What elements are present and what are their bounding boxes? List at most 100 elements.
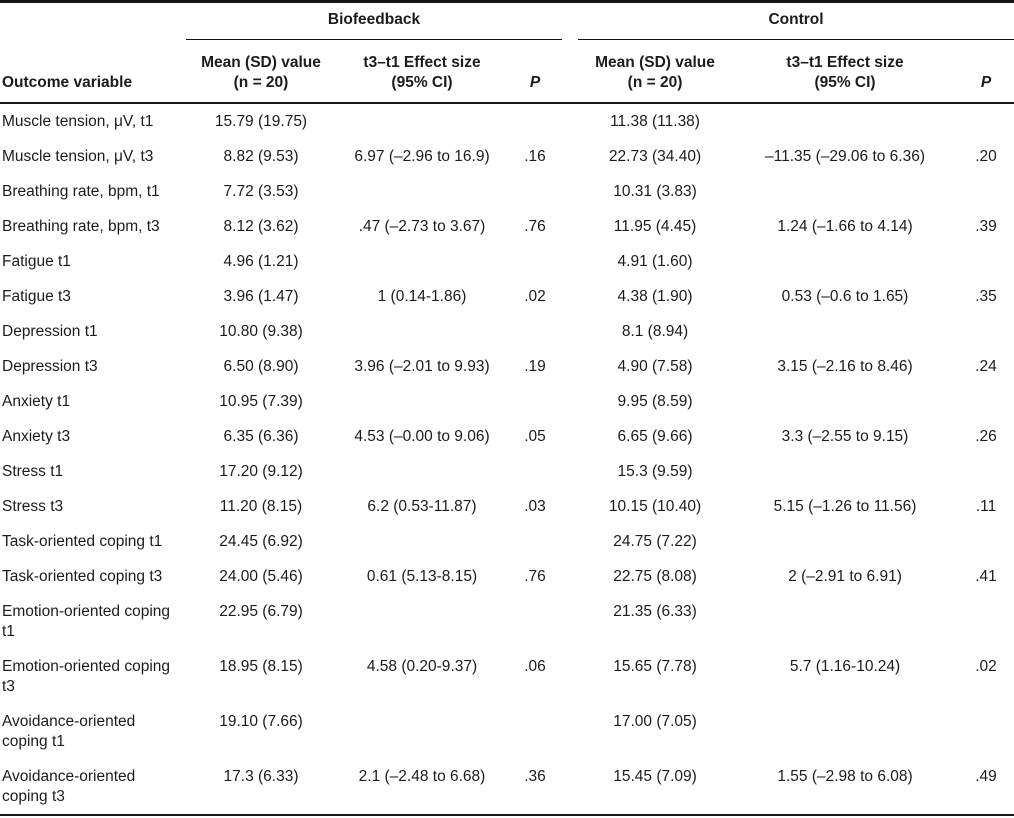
bf-p-header: P xyxy=(508,39,563,104)
group-gap-header xyxy=(562,2,578,40)
bf-mean-header-line2: (n = 20) xyxy=(233,74,289,91)
group-gap-cell xyxy=(562,103,578,139)
bf-effect-header-line1: t3–t1 Effect size xyxy=(363,54,481,71)
bf-mean-header: Mean (SD) value (n = 20) xyxy=(186,39,336,104)
control-mean-header: Mean (SD) value (n = 20) xyxy=(578,39,733,104)
biofeedback-p-value-cell xyxy=(508,594,562,649)
control-effect-header-line1: t3–t1 Effect size xyxy=(786,54,904,71)
group-header-control: Control xyxy=(578,1,1014,40)
table-row: Emotion-oriented coping t1 22.95 (6.79) 21… xyxy=(0,594,1014,649)
biofeedback-effect-size-cell: .47 (–2.73 to 3.67) xyxy=(358,218,486,235)
control-p-value-cell: .35 xyxy=(975,288,997,305)
control-p-value-cell xyxy=(958,524,1014,559)
group-gap-cell xyxy=(562,139,578,174)
control-effect-size-cell: 2 (–2.91 to 6.91) xyxy=(788,568,902,585)
control-effect-size-cell: 0.53 (–0.6 to 1.65) xyxy=(781,288,909,305)
group-gap-cell xyxy=(562,524,578,559)
control-p-value-cell: .24 xyxy=(975,358,997,375)
bf-effect-header: t3–t1 Effect size (95% CI) xyxy=(336,39,508,104)
outcome-cell: Stress t3 xyxy=(2,498,64,515)
biofeedback-effect-size-cell: 0.61 (5.13-8.15) xyxy=(366,568,478,585)
biofeedback-p-value-cell: .36 xyxy=(524,768,546,785)
control-effect-size-cell xyxy=(732,454,958,489)
biofeedback-p-value-cell xyxy=(508,244,562,279)
control-mean-cell: 11.95 (4.45) xyxy=(613,218,697,235)
control-effect-header-line2: (95% CI) xyxy=(814,74,876,91)
group-gap-cell xyxy=(562,244,578,279)
control-mean-cell: 11.38 (11.38) xyxy=(610,113,700,130)
biofeedback-effect-size-cell: 3.96 (–2.01 to 9.93) xyxy=(354,358,490,375)
table-row: Depression t1 10.80 (9.38) 8.1 (8.94) xyxy=(0,314,1014,349)
control-p-value-cell xyxy=(958,594,1014,649)
control-p-value-cell: .02 xyxy=(975,658,997,675)
biofeedback-mean-cell: 15.79 (19.75) xyxy=(214,113,308,130)
control-p-value-cell xyxy=(958,384,1014,419)
biofeedback-mean-cell: 18.95 (8.15) xyxy=(219,658,303,675)
biofeedback-effect-size-cell: 4.58 (0.20-9.37) xyxy=(366,658,478,675)
biofeedback-mean-cell: 3.96 (1.47) xyxy=(223,288,299,305)
biofeedback-mean-cell: 10.80 (9.38) xyxy=(219,323,303,340)
outcome-cell: Muscle tension, μV, t1 xyxy=(2,113,154,130)
outcome-cell: Breathing rate, bpm, t1 xyxy=(2,183,160,200)
biofeedback-effect-size-cell xyxy=(336,384,508,419)
control-effect-size-cell: 5.7 (1.16-10.24) xyxy=(789,658,901,675)
control-p-value-cell: .39 xyxy=(975,218,997,235)
bf-effect-header-line2: (95% CI) xyxy=(391,74,453,91)
control-p-value-cell xyxy=(958,174,1014,209)
group-gap-cell xyxy=(562,384,578,419)
bf-mean-header-line1: Mean (SD) value xyxy=(201,54,321,71)
biofeedback-p-value-cell xyxy=(508,103,562,139)
biofeedback-mean-cell: 6.50 (8.90) xyxy=(223,358,299,375)
biofeedback-effect-size-cell xyxy=(336,314,508,349)
biofeedback-p-value-cell: .76 xyxy=(524,218,546,235)
table-row: Anxiety t1 10.95 (7.39) 9.95 (8.59) xyxy=(0,384,1014,419)
table-row: Muscle tension, μV, t1 15.79 (19.75) 11.38… xyxy=(0,103,1014,139)
control-mean-cell: 22.73 (34.40) xyxy=(608,148,702,165)
biofeedback-p-value-cell xyxy=(508,454,562,489)
outcome-cell: Avoidance-oriented coping t3 xyxy=(2,768,136,805)
table-row: Task-oriented coping t1 24.45 (6.92) 24.75… xyxy=(0,524,1014,559)
biofeedback-effect-size-cell xyxy=(336,103,508,139)
control-effect-size-cell: 5.15 (–1.26 to 11.56) xyxy=(773,498,917,515)
control-mean-cell: 6.65 (9.66) xyxy=(617,428,693,445)
control-mean-cell: 4.91 (1.60) xyxy=(617,253,693,270)
control-p-header: P xyxy=(958,39,1014,104)
control-p-value-cell: .41 xyxy=(975,568,997,585)
control-effect-size-cell xyxy=(732,384,958,419)
biofeedback-p-value-cell: .06 xyxy=(524,658,546,675)
biofeedback-p-value-cell: .02 xyxy=(524,288,546,305)
biofeedback-p-value-cell xyxy=(508,314,562,349)
control-p-value-cell: .26 xyxy=(975,428,997,445)
outcome-variable-header: Outcome variable xyxy=(0,1,186,104)
group-header-biofeedback: Biofeedback xyxy=(186,1,563,40)
control-p-value-cell: .20 xyxy=(975,148,997,165)
control-p-value-cell xyxy=(958,454,1014,489)
control-mean-cell: 22.75 (8.08) xyxy=(613,568,697,585)
control-effect-size-cell xyxy=(732,244,958,279)
group-gap-cell xyxy=(562,174,578,209)
biofeedback-p-value-cell xyxy=(508,704,562,759)
control-mean-cell: 15.45 (7.09) xyxy=(613,768,697,785)
control-p-value-cell xyxy=(958,103,1014,139)
biofeedback-mean-cell: 10.95 (7.39) xyxy=(219,393,303,410)
group-gap-cell xyxy=(562,209,578,244)
biofeedback-effect-size-cell: 2.1 (–2.48 to 6.68) xyxy=(358,768,486,785)
table-header: Outcome variable Biofeedback Control Mea… xyxy=(0,1,1014,104)
table-row: Stress t1 17.20 (9.12) 15.3 (9.59) xyxy=(0,454,1014,489)
group-gap-cell xyxy=(562,349,578,384)
group-header-row: Outcome variable Biofeedback Control xyxy=(0,1,1014,104)
biofeedback-effect-size-cell: 6.97 (–2.96 to 16.9) xyxy=(354,148,490,165)
table-row: Muscle tension, μV, t3 8.82 (9.53) 6.97 (–… xyxy=(0,139,1014,174)
control-mean-header-line2: (n = 20) xyxy=(627,74,683,91)
outcome-cell: Fatigue t1 xyxy=(2,253,71,270)
control-effect-size-cell xyxy=(732,524,958,559)
biofeedback-effect-size-cell: 1 (0.14-1.86) xyxy=(377,288,467,305)
biofeedback-p-value-cell: .16 xyxy=(524,148,546,165)
column-header-row: Mean (SD) value (n = 20) t3–t1 Effect si… xyxy=(0,39,1014,104)
biofeedback-mean-cell: 8.12 (3.62) xyxy=(223,218,299,235)
table-row: Task-oriented coping t3 24.00 (5.46) 0.61 … xyxy=(0,559,1014,594)
table-row: Emotion-oriented coping t3 18.95 (8.15) 4.… xyxy=(0,649,1014,704)
table-row: Anxiety t3 6.35 (6.36) 4.53 (–0.00 to 9.06… xyxy=(0,419,1014,454)
control-effect-size-cell: 1.24 (–1.66 to 4.14) xyxy=(777,218,913,235)
